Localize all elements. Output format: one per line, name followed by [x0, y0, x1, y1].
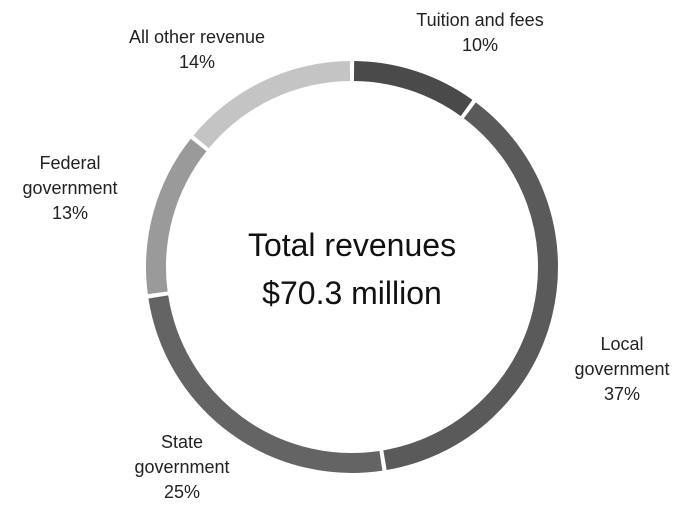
slice-percent-label: 37%	[604, 384, 640, 404]
slice-labels: Tuition and fees 10% Local government 37% Sta…	[22, 10, 669, 502]
donut-slices	[146, 61, 558, 473]
slice-percent-label: 14%	[179, 52, 215, 72]
donut-slice-1	[383, 102, 558, 471]
slice-percent-label: 25%	[164, 482, 200, 502]
center-total-amount: $70.3 million	[262, 275, 442, 311]
slice-percent-label: 13%	[52, 203, 88, 223]
donut-slice-4	[193, 61, 351, 149]
slice-name-label: State	[161, 432, 203, 452]
slice-name-label: government	[22, 178, 117, 198]
slice-percent-label: 10%	[462, 35, 498, 55]
donut-slice-3	[146, 138, 207, 295]
slice-name-label: Federal	[39, 153, 100, 173]
donut-slice-2	[148, 295, 383, 473]
slice-name-label: government	[574, 359, 669, 379]
donut-slice-0	[353, 61, 473, 117]
slice-name-label: government	[134, 457, 229, 477]
slice-name-label: Tuition and fees	[416, 10, 543, 30]
center-total-title: Total revenues	[248, 227, 456, 263]
slice-name-label: Local	[600, 334, 643, 354]
slice-name-label: All other revenue	[129, 27, 265, 47]
